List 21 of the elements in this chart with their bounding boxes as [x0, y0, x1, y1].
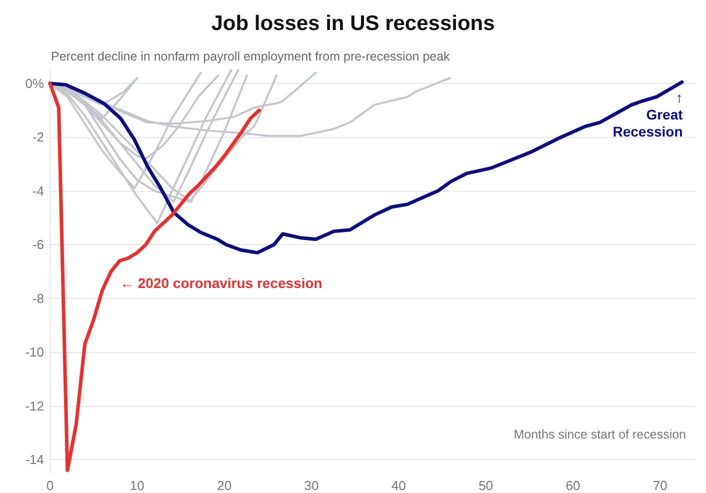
x-axis-title: Months since start of recession	[514, 428, 686, 442]
x-tick-label: 10	[130, 478, 144, 493]
x-tick-label: 30	[304, 478, 319, 493]
x-tick-label: 20	[217, 478, 232, 493]
x-tick-label: 0	[46, 478, 54, 493]
chart-title: Job losses in US recessions	[211, 12, 495, 35]
y-tick-label: 0%	[25, 76, 44, 91]
y-tick-label: -6	[32, 237, 44, 252]
y-tick-label: -2	[32, 130, 44, 145]
x-tick-label: 50	[478, 478, 494, 493]
x-tick-label: 60	[566, 478, 580, 493]
y-tick-label: -10	[25, 344, 44, 360]
y-tick-label: -12	[25, 398, 44, 414]
x-tick-label: 70	[652, 478, 668, 493]
y-tick-label: -14	[25, 452, 44, 468]
annotation: ← 2020 coronavirus recession	[120, 275, 322, 291]
annotation: ↑ Great Recession	[612, 89, 684, 140]
x-tick-label: 40	[391, 478, 406, 493]
chart-subtitle: Percent decline in nonfarm payroll employment from pre-recession peak	[51, 50, 451, 64]
y-tick-label: -4	[32, 183, 44, 198]
y-tick-label: -8	[32, 290, 44, 306]
